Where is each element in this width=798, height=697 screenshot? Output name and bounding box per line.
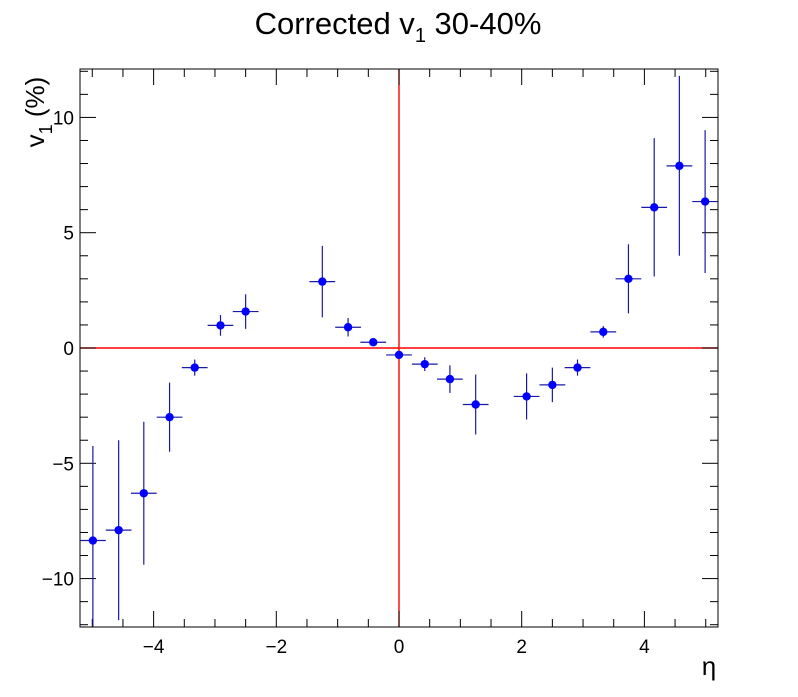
point-marker (471, 400, 480, 409)
x-tick-label: −2 (265, 637, 287, 658)
data-point (207, 315, 234, 336)
point-marker (394, 350, 404, 360)
x-tick-label: 4 (639, 637, 650, 658)
data-point (513, 373, 540, 420)
point-marker (650, 203, 659, 212)
point-marker (165, 412, 174, 422)
point-marker (114, 525, 123, 535)
data-points (80, 75, 718, 627)
plot-frame (79, 68, 719, 628)
y-tick-label: 0 (63, 339, 74, 360)
data-point (666, 75, 693, 256)
x-tick-label: −4 (143, 637, 165, 658)
data-point (462, 374, 489, 435)
chart-title-subscript: 1 (415, 25, 426, 47)
point-marker (190, 363, 199, 372)
data-point (232, 294, 259, 329)
point-marker (88, 536, 98, 545)
data-point (181, 359, 208, 376)
x-tick-label: 0 (394, 637, 405, 658)
point-marker (445, 374, 455, 384)
data-point (335, 318, 361, 337)
reference-lines (80, 69, 718, 627)
y-tick-label: 10 (53, 108, 74, 129)
axes: −4 −2 0 2 4 −10 −5 0 5 10 (42, 69, 718, 658)
data-point (564, 359, 591, 376)
data-point (386, 350, 412, 360)
data-point (360, 338, 387, 347)
point-marker (522, 392, 531, 401)
data-point (692, 130, 718, 274)
y-axis-label-subscript: 1 (36, 124, 56, 134)
data-point (309, 245, 336, 318)
data-point (156, 382, 183, 452)
x-axis-label: η (702, 651, 716, 681)
data-point (130, 421, 157, 565)
data-point (590, 326, 617, 338)
y-tick-label: −5 (52, 454, 74, 475)
y-axis-label: v1 (%) (20, 77, 56, 148)
data-point (539, 367, 566, 403)
point-marker (241, 307, 250, 316)
point-marker (318, 277, 327, 286)
point-marker (675, 161, 684, 171)
y-tick-label: 5 (63, 224, 74, 245)
point-marker (420, 359, 429, 369)
x-tick-label: 2 (516, 637, 527, 658)
point-marker (573, 363, 582, 372)
data-point (641, 138, 668, 277)
point-marker (343, 323, 353, 332)
point-marker (369, 338, 378, 347)
point-marker (548, 380, 557, 390)
data-point (105, 440, 132, 621)
data-point (80, 445, 106, 627)
point-marker (216, 321, 225, 330)
point-marker (624, 274, 633, 284)
point-marker (700, 197, 710, 206)
data-point (615, 244, 642, 314)
y-tick-label: −10 (42, 570, 74, 591)
point-marker (139, 489, 148, 498)
data-point (437, 365, 463, 393)
data-point (411, 357, 438, 372)
chart-title: Corrected v1 30-40% (255, 6, 542, 47)
point-marker (599, 327, 608, 337)
